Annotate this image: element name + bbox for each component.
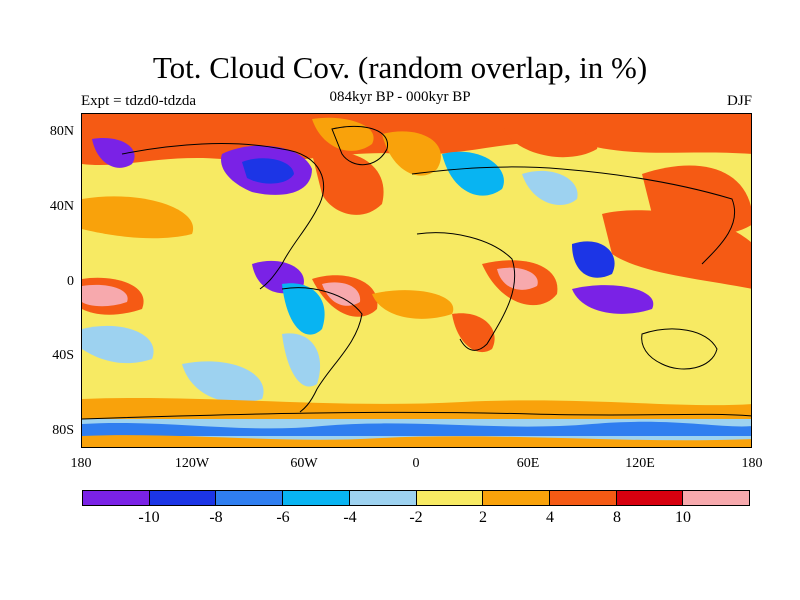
- north-america-coast: [121, 143, 325, 290]
- greenland-orange: [382, 131, 441, 176]
- india-negative: [572, 241, 615, 278]
- longitude-label-60e: 60E: [516, 456, 540, 471]
- south-america-coast: [281, 287, 363, 413]
- latitude-label-40n: 40N: [49, 199, 74, 214]
- east-pacific-pink: [82, 284, 128, 307]
- antarctic-orange-edge: [82, 435, 751, 447]
- canada-negative-inner: [242, 158, 294, 184]
- south-america-blue: [282, 333, 321, 387]
- colorbar-label-6: 2: [479, 509, 487, 526]
- latitude-label-0: 0: [67, 274, 74, 289]
- colorbar-label-3: -6: [276, 509, 290, 526]
- eurasia-negative: [442, 151, 504, 196]
- alaska-negative: [92, 138, 135, 168]
- colorbar-box-1: [83, 491, 150, 505]
- longitude-label-120e: 120E: [625, 456, 655, 471]
- longitude-label-120w: 120W: [174, 456, 210, 471]
- north-atlantic-positive: [312, 151, 384, 215]
- longitude-label-0: 0: [412, 456, 420, 471]
- atlantic-positive-band: [372, 290, 454, 319]
- longitude-label-180w: 180: [70, 456, 92, 471]
- map-panel: [81, 113, 752, 448]
- colorbar-box-7: [483, 491, 550, 505]
- antarctica-coast: [82, 411, 751, 420]
- indian-ocean-negative: [572, 285, 654, 314]
- colorbar-box-5: [349, 491, 417, 505]
- experiment-label: Expt = tdzd0-tdzda: [81, 93, 197, 109]
- amazon-negative: [282, 283, 325, 335]
- colorbar-box-9: [616, 491, 684, 505]
- longitude-label-180e: 180: [741, 456, 763, 471]
- siberia-positive: [502, 125, 598, 158]
- latitude-label-40s: 40S: [52, 348, 74, 363]
- latitude-label-80n: 80N: [49, 124, 74, 139]
- brazil-pink: [322, 282, 361, 306]
- colorbar-label-4: -4: [343, 509, 357, 526]
- south-africa-positive: [452, 313, 495, 353]
- australia-coast: [641, 328, 718, 370]
- colorbar-box-4: [283, 491, 350, 505]
- colorbar-box-8: [549, 491, 617, 505]
- colorbar-box-10: [683, 491, 750, 505]
- colorbar-box-6: [416, 491, 484, 505]
- colorbar-label-2: -8: [209, 509, 223, 526]
- colorbar-label-7: 4: [546, 509, 554, 526]
- plot-title: Tot. Cloud Cov. (random overlap, in %): [152, 50, 648, 85]
- colorbar-box-3: [216, 491, 284, 505]
- greenland-coast: [331, 125, 388, 166]
- season-label: DJF: [726, 93, 752, 109]
- antarctic-blue-patches: [82, 421, 751, 436]
- colorbar-label-8: 8: [613, 509, 621, 526]
- south-pacific-blue-2: [182, 361, 264, 403]
- plot-subtitle: 084kyr BP - 000kyr BP: [329, 89, 471, 105]
- latitude-label-80s: 80S: [52, 423, 74, 438]
- eurasia-negative-2: [522, 170, 578, 206]
- colorbar-label-9: 10: [675, 509, 691, 526]
- colorbar-box-2: [149, 491, 217, 505]
- eurasia-coast: [411, 166, 736, 265]
- west-pacific-positive: [602, 210, 751, 289]
- colorbar-label-5: -2: [409, 509, 423, 526]
- colorbar-label-1: -10: [138, 509, 160, 526]
- map-field: [82, 114, 751, 447]
- south-pacific-blue: [82, 325, 154, 364]
- north-pacific-orange: [82, 196, 194, 239]
- africa-pink: [497, 267, 538, 290]
- africa-coast: [416, 232, 516, 351]
- coastlines: [82, 125, 751, 420]
- colorbar: [82, 490, 750, 506]
- longitude-label-60w: 60W: [290, 456, 318, 471]
